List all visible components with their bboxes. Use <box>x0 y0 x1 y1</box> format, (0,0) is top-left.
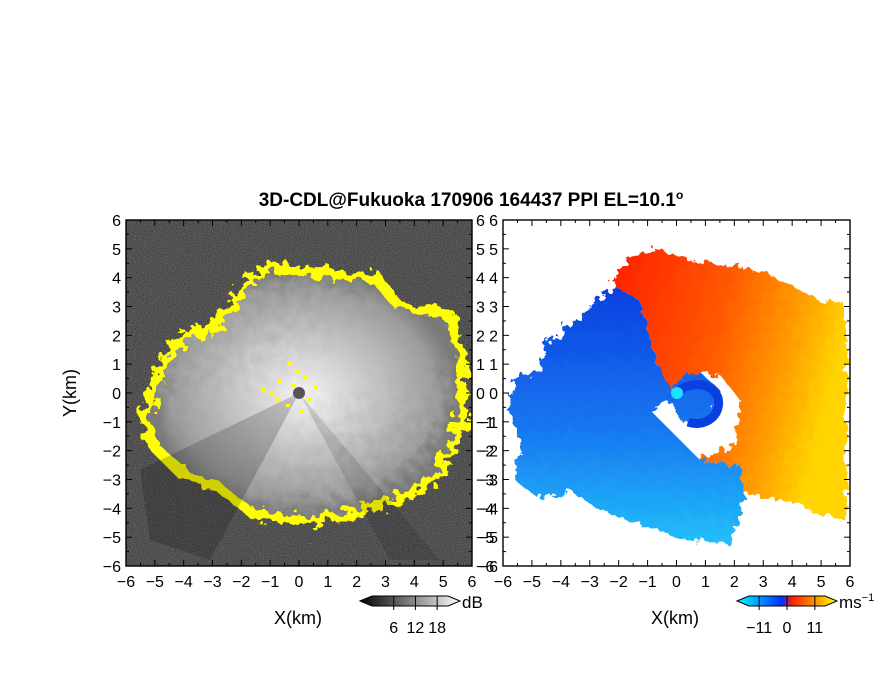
reflectivity-image <box>126 220 472 566</box>
x-tick-label: 5 <box>439 574 448 591</box>
y-tick-label-right: 6 <box>476 213 485 230</box>
x-tick-label: −3 <box>203 574 221 591</box>
x-tick-label: −4 <box>552 574 570 591</box>
x-tick-label: −2 <box>610 574 628 591</box>
y-tick-label: 1 <box>489 357 498 374</box>
x-tick-label: 1 <box>701 574 710 591</box>
y-tick-label: 2 <box>489 328 498 345</box>
colorbar-tick-label: 0 <box>783 620 792 637</box>
colorbar-tick-label: 11 <box>807 620 824 637</box>
velocity-panel: −6 −5 −4 −3 −2 −1 0 1 2 3 4 5 6 6 5 4 3 2 1 0 −1 −2 −3 −4 −5 −6 <box>480 213 855 591</box>
y-tick-label: 5 <box>489 242 498 259</box>
reflectivity-axes: −6 −5 −4 −3 −2 −1 0 1 2 3 4 5 66543210−1−2−3−4−5−665… <box>103 213 495 591</box>
y-tick-label: −2 <box>103 444 121 461</box>
y-tick-label: −6 <box>103 559 121 576</box>
y-tick-label: −2 <box>480 444 498 461</box>
y-tick-label: 5 <box>112 242 121 259</box>
x-tick-label: −3 <box>581 574 599 591</box>
y-tick-label: −3 <box>103 473 121 490</box>
y-tick-label: −4 <box>103 501 121 518</box>
x-tick-label: −1 <box>261 574 279 591</box>
y-tick-label: 2 <box>112 328 121 345</box>
x-tick-label: −4 <box>175 574 193 591</box>
x-tick-label: 1 <box>323 574 332 591</box>
x-tick-label: 4 <box>788 574 797 591</box>
x-tick-label: 5 <box>817 574 826 591</box>
x-tick-label: 6 <box>846 574 855 591</box>
y-tick-label-right: −4 <box>476 501 494 518</box>
reflectivity-colorbar: 6 12 18 dB <box>358 593 483 637</box>
colorbar-unit-db: dB <box>462 593 483 612</box>
y-tick-label: 0 <box>489 386 498 403</box>
y-tick-label-right: 1 <box>476 357 485 374</box>
y-tick-label-right: 3 <box>476 300 485 317</box>
y-tick-label: 3 <box>489 300 498 317</box>
y-tick-label: 1 <box>112 357 121 374</box>
y-tick-label: −1 <box>480 415 498 432</box>
velocity-radar-marker <box>671 387 683 399</box>
center-speckles <box>262 362 317 413</box>
reflectivity-panel: −6 −5 −4 −3 −2 −1 0 1 2 3 4 5 66543210−1−2−3−4−5−665… <box>103 213 495 591</box>
x-tick-label: −2 <box>232 574 250 591</box>
x-tick-label: −6 <box>494 574 512 591</box>
x-tick-label: 4 <box>410 574 419 591</box>
x-tick-label: 0 <box>672 574 681 591</box>
y-tick-label: −1 <box>103 415 121 432</box>
y-tick-label: −6 <box>480 559 498 576</box>
colorbar-tick-label: 12 <box>407 620 425 637</box>
x-tick-label: −1 <box>638 574 656 591</box>
y-tick-label-right: 0 <box>476 386 485 403</box>
colorbar-tick-label: 6 <box>389 620 398 637</box>
x-axis-label-left: X(km) <box>274 608 322 628</box>
title-degree: o <box>676 188 683 202</box>
velocity-axes: −6 −5 −4 −3 −2 −1 0 1 2 3 4 5 6 6 5 4 3 2 1 0 −1 −2 −3 −4 −5 −6 <box>480 213 855 591</box>
colorbar-tick-label: −11 <box>746 620 772 637</box>
colorbar-unit-ms: ms−1 <box>839 592 874 612</box>
y-tick-label-right: −3 <box>476 473 494 490</box>
y-tick-label: 4 <box>112 271 121 288</box>
y-tick-label: −3 <box>480 473 498 490</box>
x-tick-label: 3 <box>381 574 390 591</box>
x-axis-label-right: X(km) <box>651 608 699 628</box>
x-tick-label: −6 <box>117 574 135 591</box>
velocity-colorbar: −11 0 11 ms−1 <box>735 592 874 637</box>
colorbar-tick-label: 18 <box>428 620 446 637</box>
x-tick-label: 3 <box>759 574 768 591</box>
y-tick-label: 3 <box>112 300 121 317</box>
y-tick-label: 4 <box>489 271 498 288</box>
y-tick-label-right: −1 <box>476 415 494 432</box>
y-tick-label-right: −2 <box>476 444 494 461</box>
x-tick-label: 0 <box>295 574 304 591</box>
colorbar-unit-exponent: −1 <box>862 592 875 604</box>
y-tick-label-right: 2 <box>476 328 485 345</box>
y-tick-label: −4 <box>480 501 498 518</box>
y-tick-label: −5 <box>103 530 121 547</box>
x-tick-label: −5 <box>146 574 164 591</box>
y-axis-label: Y(km) <box>60 369 80 417</box>
y-tick-label: 6 <box>112 213 121 230</box>
y-tick-label: −5 <box>480 530 498 547</box>
y-tick-label-right: −5 <box>476 530 494 547</box>
x-tick-label: 6 <box>468 574 477 591</box>
y-tick-label: 0 <box>112 386 121 403</box>
x-tick-label: 2 <box>730 574 739 591</box>
y-tick-label-right: 4 <box>476 271 485 288</box>
radar-marker <box>293 387 305 399</box>
velocity-image <box>508 250 846 545</box>
y-tick-label-right: −6 <box>476 559 494 576</box>
chart-title: 3D-CDL@Fukuoka 170906 164437 PPI EL=10.1… <box>259 188 684 211</box>
y-tick-label: 6 <box>489 213 498 230</box>
x-tick-label: 2 <box>352 574 361 591</box>
x-tick-label: −5 <box>523 574 541 591</box>
y-tick-label-right: 5 <box>476 242 485 259</box>
